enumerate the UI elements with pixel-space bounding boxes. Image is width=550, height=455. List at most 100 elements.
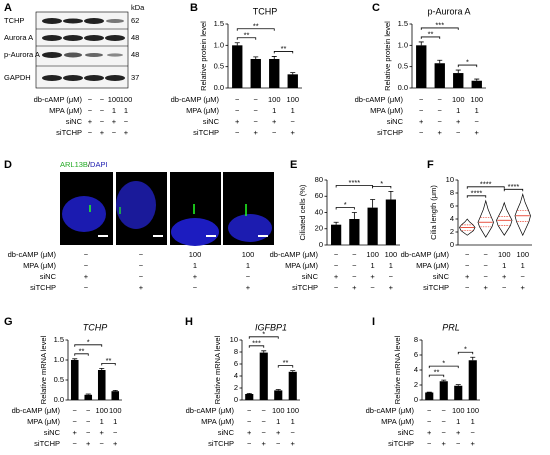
condition-cell: −	[100, 95, 105, 104]
condition-cell: −	[272, 128, 277, 137]
condition-cell: +	[475, 128, 480, 137]
significance-bracket	[457, 351, 474, 355]
condition-cell: −	[465, 261, 470, 270]
condition-label: siNC	[44, 428, 61, 437]
condition-cell: −	[235, 106, 240, 115]
condition-label: MPA (μM)	[416, 261, 449, 270]
condition-cell: −	[247, 406, 252, 415]
condition-label: db-cAMP (μM)	[8, 250, 57, 259]
condition-cell: 100	[516, 250, 529, 259]
y-tick-label: 1.0	[214, 40, 224, 49]
violin	[514, 193, 531, 237]
condition-cell: +	[246, 283, 251, 292]
error-bar	[246, 393, 252, 394]
condition-cell: −	[246, 272, 251, 281]
error-bar	[253, 56, 259, 59]
bar	[439, 381, 448, 400]
bar	[468, 360, 477, 400]
condition-label: MPA (μM)	[23, 261, 56, 270]
condition-cell: −	[235, 95, 240, 104]
condition-cell: +	[276, 428, 281, 437]
condition-cell: 1	[456, 417, 460, 426]
error-bar	[437, 59, 443, 64]
condition-cell: +	[370, 272, 375, 281]
y-tick-label: 0.5	[54, 375, 64, 384]
significance: *	[344, 200, 347, 209]
error-bar	[271, 56, 277, 59]
condition-cell: +	[456, 117, 461, 126]
bar	[274, 390, 283, 400]
condition-cell: −	[389, 272, 394, 281]
significance-bracket	[248, 336, 279, 339]
error-bar	[290, 370, 296, 372]
condition-cell: +	[334, 272, 339, 281]
condition-label: MPA (μM)	[285, 261, 318, 270]
condition-cell: +	[124, 128, 129, 137]
bar	[269, 58, 280, 88]
y-tick-label: 6	[234, 359, 238, 368]
condition-label: siNC	[387, 117, 404, 126]
bar	[385, 199, 396, 245]
significance: **	[428, 29, 434, 38]
condition-cell: −	[334, 250, 339, 259]
significance: *	[380, 179, 383, 188]
condition-cell: −	[113, 428, 118, 437]
y-tick-label: 20	[315, 224, 323, 233]
condition-cell: −	[247, 417, 252, 426]
condition-cell: −	[484, 250, 489, 259]
chart: 0.0 0.5 1.0 1.5 Relative protein level TCHP **…	[199, 6, 302, 92]
y-tick-label: 8	[234, 347, 238, 356]
significance-bracket	[101, 363, 116, 366]
y-axis-label: Relative protein level	[383, 21, 392, 91]
error-bar	[290, 72, 296, 75]
significance-bracket	[466, 186, 505, 189]
condition-cell: −	[276, 439, 281, 448]
panel-label: B	[190, 2, 198, 14]
condition-label: siNC	[302, 272, 319, 281]
chart-title: TCHP	[253, 6, 278, 16]
condition-cell: 100	[452, 95, 465, 104]
condition-cell: 1	[100, 417, 104, 426]
y-tick-label: 4	[414, 365, 418, 374]
error-bar	[470, 356, 476, 361]
kda-label: 48	[131, 50, 139, 59]
condition-cell: −	[521, 272, 526, 281]
bar	[453, 73, 464, 88]
condition-cell: −	[419, 106, 424, 115]
y-tick-label: 0.5	[214, 62, 224, 71]
bar	[111, 391, 120, 400]
condition-cell: +	[254, 128, 259, 137]
chart-title: p-Aurora A	[427, 6, 470, 16]
error-bar	[72, 358, 78, 360]
condition-cell: −	[438, 95, 443, 104]
condition-cell: 100	[108, 95, 121, 104]
y-tick-label: 4	[450, 214, 454, 223]
condition-label: siTCHP	[423, 283, 449, 292]
panel-label: G	[4, 316, 13, 328]
error-bar	[351, 212, 357, 219]
separator: /	[88, 160, 91, 169]
condition-cell: +	[471, 439, 476, 448]
error-bar	[441, 379, 447, 382]
bar	[331, 224, 342, 245]
condition-cell: +	[419, 117, 424, 126]
significance-bracket	[503, 188, 524, 192]
y-tick-label: 80	[315, 175, 323, 184]
y-tick-label: 1.5	[214, 19, 224, 28]
condition-cell: +	[112, 117, 117, 126]
condition-cell: −	[427, 417, 432, 426]
y-tick-label: 6	[414, 350, 418, 359]
panel-label: F	[427, 159, 434, 171]
condition-cell: +	[389, 283, 394, 292]
significance: *	[87, 337, 90, 346]
bar	[471, 80, 482, 88]
condition-cell: +	[100, 128, 105, 137]
panel-label: D	[4, 159, 12, 171]
y-axis-label: Relative mRNA level	[213, 335, 222, 404]
condition-cell: −	[73, 406, 78, 415]
condition-cell: 1	[291, 106, 295, 115]
chart-title: PRL	[442, 322, 460, 332]
y-tick-label: 4	[234, 371, 238, 380]
condition-cell: 1	[113, 417, 117, 426]
